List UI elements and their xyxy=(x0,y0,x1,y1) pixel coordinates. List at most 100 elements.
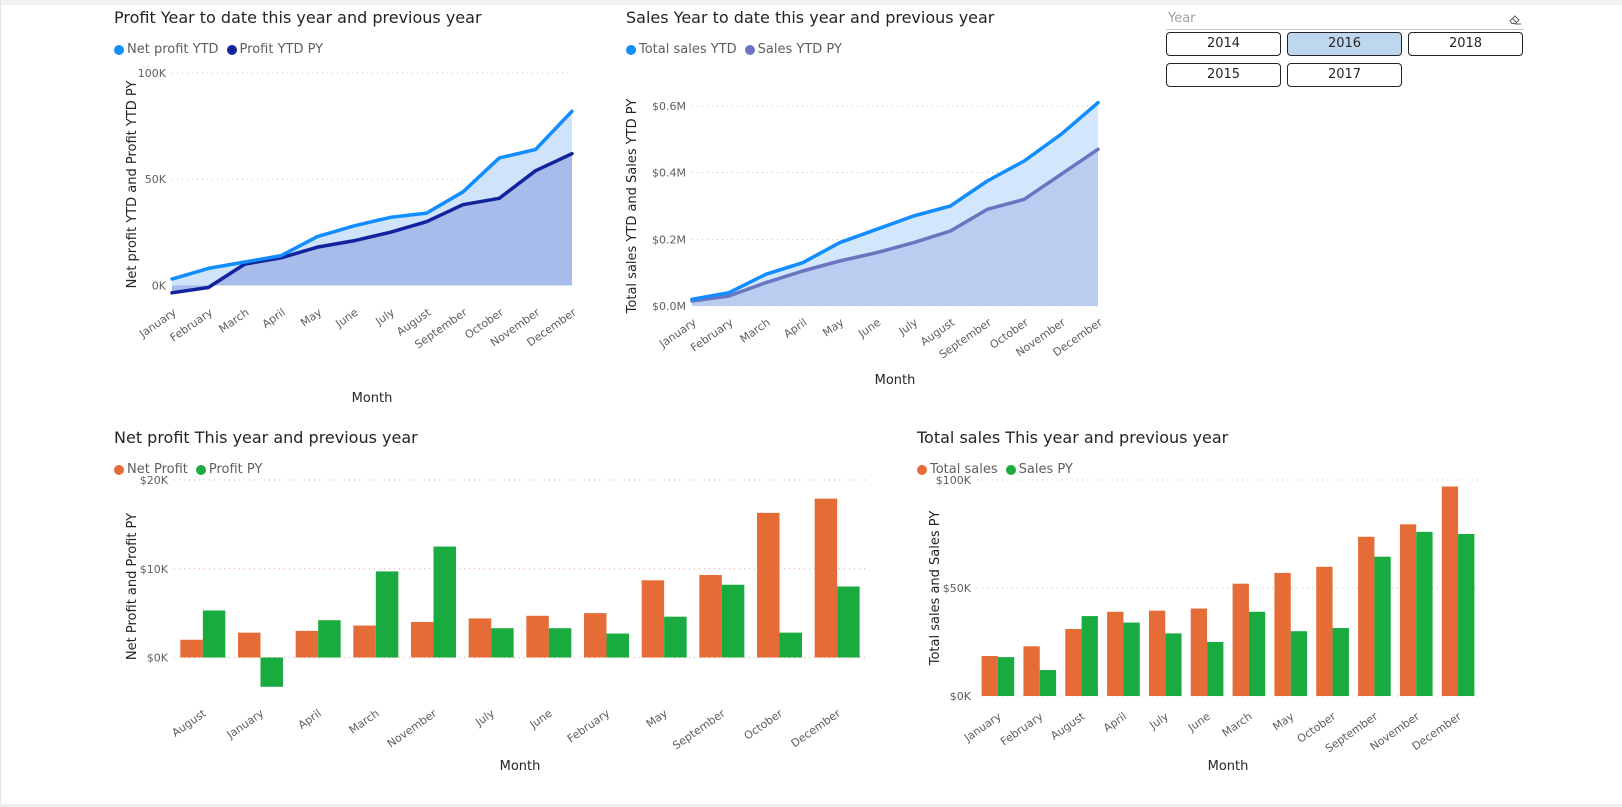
legend-label: Total sales YTD xyxy=(639,42,737,57)
bar xyxy=(468,618,492,658)
top-bar xyxy=(0,0,1622,5)
series-line xyxy=(170,151,574,295)
bar xyxy=(180,639,203,658)
x-tick-label: June xyxy=(333,306,361,331)
y-tick-label: $0.2M xyxy=(652,233,686,246)
bar xyxy=(260,657,283,687)
bar xyxy=(757,512,780,658)
bar xyxy=(353,625,376,658)
slicer-header: Year xyxy=(1166,10,1524,30)
legend-label: Net profit YTD xyxy=(127,42,219,57)
x-tick-label: November xyxy=(385,707,440,751)
bar xyxy=(433,546,456,658)
x-tick-label: January xyxy=(224,707,267,742)
x-tick-label: June xyxy=(1185,710,1213,735)
legend-marker-icon xyxy=(195,464,206,475)
legend-item[interactable]: Profit PY xyxy=(195,462,262,477)
net-profit-visual[interactable]: Net profit This year and previous year N… xyxy=(114,428,904,803)
bar xyxy=(1358,536,1375,696)
bar xyxy=(238,632,261,658)
chart-title: Profit Year to date this year and previo… xyxy=(114,8,482,27)
canvas-border xyxy=(0,0,1,807)
y-tick-label: $0.6M xyxy=(652,100,686,113)
sales-ytd-chart: $0.0M $0.2M $0.4M $0.6M Month Total sales YTD… xyxy=(625,99,1105,388)
series-line xyxy=(690,147,1100,303)
y-tick-label: 50K xyxy=(145,173,167,186)
y-axis-title: Net profit YTD and Profit YTD PY xyxy=(125,81,140,289)
x-tick-label: July xyxy=(372,306,397,329)
y-tick-label: 100K xyxy=(138,67,167,80)
bar xyxy=(699,574,722,658)
legend-item[interactable]: Sales YTD PY xyxy=(744,42,842,57)
bar xyxy=(1399,524,1417,696)
bar xyxy=(1458,534,1475,696)
chart-legend: Net Profit Profit PY xyxy=(114,462,262,477)
bar xyxy=(318,620,341,658)
legend-marker-icon xyxy=(226,44,237,55)
bar xyxy=(1207,642,1224,696)
x-tick-label: June xyxy=(855,316,883,341)
total-sales-visual[interactable]: Total sales This year and previous year … xyxy=(917,428,1537,803)
bar xyxy=(664,616,687,658)
year-option-2017[interactable]: 2017 xyxy=(1287,63,1402,87)
y-tick-label: $0.4M xyxy=(652,167,686,180)
year-option-2016[interactable]: 2016 xyxy=(1287,32,1402,56)
bar xyxy=(1123,622,1140,696)
bar xyxy=(1148,610,1166,696)
bar xyxy=(491,628,514,658)
chart-title: Total sales This year and previous year xyxy=(917,428,1229,447)
legend-marker-icon xyxy=(1005,464,1016,475)
chart-title: Net profit This year and previous year xyxy=(114,428,418,447)
series-area xyxy=(172,153,572,293)
year-option-2015[interactable]: 2015 xyxy=(1166,63,1281,87)
y-axis-title: Total sales YTD and Sales YTD PY xyxy=(625,99,640,315)
year-option-2014[interactable]: 2014 xyxy=(1166,32,1281,56)
legend-item[interactable]: Total sales YTD xyxy=(626,42,737,57)
bar xyxy=(1023,646,1040,696)
legend-item[interactable]: Net Profit xyxy=(114,462,188,477)
profit-ytd-visual[interactable]: Profit Year to date this year and previo… xyxy=(114,8,606,418)
x-tick-label: April xyxy=(1101,710,1129,735)
bar xyxy=(1081,616,1098,696)
x-tick-label: March xyxy=(1220,710,1255,740)
y-tick-label: $0K xyxy=(950,690,972,703)
legend-item[interactable]: Net profit YTD xyxy=(114,42,219,57)
bar xyxy=(1316,566,1333,696)
bar xyxy=(606,633,629,658)
y-axis-title: Total sales and Sales PY xyxy=(928,511,943,667)
chart-legend: Total sales Sales PY xyxy=(917,462,1073,477)
bar xyxy=(526,615,549,658)
x-tick-label: February xyxy=(688,316,736,355)
legend-marker-icon xyxy=(744,44,755,55)
bar xyxy=(295,630,319,658)
series-line xyxy=(170,109,574,281)
legend-label: Total sales xyxy=(930,462,998,477)
x-tick-label: January xyxy=(961,710,1004,745)
bar xyxy=(1165,633,1182,696)
x-tick-label: September xyxy=(670,707,728,753)
y-tick-label: $20K xyxy=(140,474,169,487)
x-tick-label: May xyxy=(298,306,324,330)
bar xyxy=(548,628,572,658)
x-tick-label: August xyxy=(170,706,210,739)
bar xyxy=(1274,572,1291,696)
legend-item[interactable]: Total sales xyxy=(917,462,998,477)
legend-item[interactable]: Sales PY xyxy=(1005,462,1073,477)
y-tick-label: 0K xyxy=(152,279,167,292)
x-tick-label: April xyxy=(781,316,809,341)
eraser-icon[interactable] xyxy=(1508,12,1522,26)
sales-ytd-visual[interactable]: Sales Year to date this year and previou… xyxy=(625,8,1146,403)
x-tick-label: July xyxy=(472,707,497,730)
x-tick-label: February xyxy=(565,707,613,746)
y-tick-label: $100K xyxy=(936,474,972,487)
bar xyxy=(1332,627,1349,696)
legend-marker-icon xyxy=(114,44,124,55)
legend-item[interactable]: Profit YTD PY xyxy=(226,42,323,57)
bar xyxy=(779,632,802,658)
bar xyxy=(1441,486,1459,696)
x-tick-label: July xyxy=(1146,710,1171,733)
year-option-2018[interactable]: 2018 xyxy=(1408,32,1523,56)
bar xyxy=(411,622,434,658)
legend-marker-icon xyxy=(917,464,927,475)
x-tick-label: March xyxy=(347,707,382,737)
